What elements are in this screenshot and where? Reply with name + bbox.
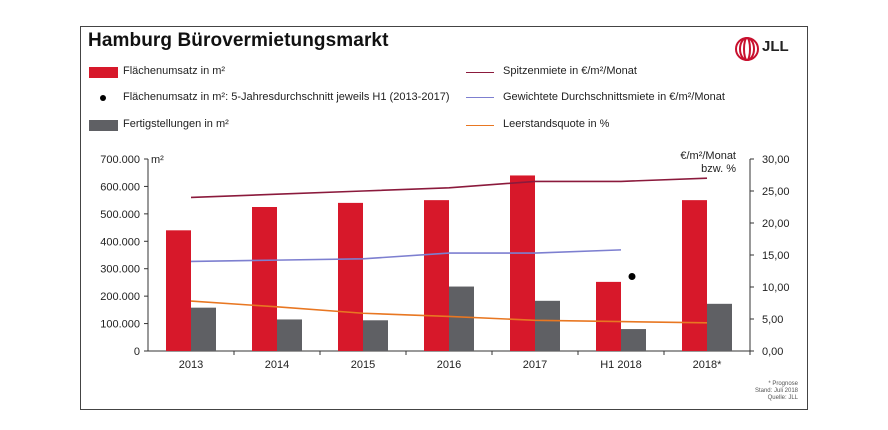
line-prime-rent [190, 177, 708, 199]
left-axis-tick-label: 100.000 [100, 319, 140, 331]
x-axis-tick-label: 2018* [693, 359, 722, 371]
left-axis-unit: m² [151, 154, 164, 166]
bar-completions [363, 320, 388, 351]
legend-swatch-turnover [89, 67, 118, 78]
line-vacancy [190, 300, 708, 324]
bar-completions [535, 300, 560, 351]
average-point [628, 273, 636, 281]
left-axis-tick-label: 200.000 [100, 291, 140, 303]
bar-turnover [252, 207, 277, 351]
bar-completions [277, 319, 302, 351]
bar-turnover [424, 200, 449, 351]
right-axis-unit-line1: €/m²/Monat [680, 150, 736, 162]
right-axis-tick-label: 20,00 [762, 218, 790, 230]
bar-turnover [682, 200, 707, 351]
legend-label-vacancy: Leerstandsquote in % [503, 118, 610, 130]
bar-turnover [338, 202, 363, 351]
legend-label-weighted-rent: Gewichtete Durchschnittsmiete in €/m²/Mo… [503, 91, 725, 103]
jll-logo-icon [735, 37, 759, 61]
legend-label-average: Flächenumsatz in m²: 5-Jahresdurchschnit… [123, 91, 450, 103]
legend-swatch-vacancy [466, 125, 494, 126]
chart-title: Hamburg Bürovermietungsmarkt [88, 30, 389, 51]
bar-completions [707, 303, 732, 351]
bar-completions [621, 329, 646, 351]
legend-label-turnover: Flächenumsatz in m² [123, 65, 226, 77]
right-axis-tick-label: 10,00 [762, 282, 790, 294]
x-axis-tick-label: 2016 [437, 359, 461, 371]
right-axis-unit-line2: bzw. % [701, 163, 736, 175]
x-axis-tick-label: 2017 [523, 359, 547, 371]
note-source: Quelle: JLL [767, 395, 798, 401]
left-axis-tick-label: 700.000 [100, 154, 140, 166]
bar-completions [449, 286, 474, 351]
left-axis-tick-label: 300.000 [100, 264, 140, 276]
right-axis-tick-label: 25,00 [762, 186, 790, 198]
left-axis-tick-label: 500.000 [100, 209, 140, 221]
left-axis-tick-label: 400.000 [100, 236, 140, 248]
legend-swatch-completions [89, 120, 118, 131]
legend-swatch-average-dot [100, 95, 106, 101]
line-weighted-rent [190, 249, 622, 263]
left-axis-tick-label: 600.000 [100, 181, 140, 193]
bar-turnover [596, 281, 621, 351]
bar-turnover [510, 175, 535, 351]
x-axis-tick-label: 2013 [179, 359, 203, 371]
legend-label-prime-rent: Spitzenmiete in €/m²/Monat [503, 65, 637, 77]
left-axis-tick-label: 0 [134, 346, 140, 358]
note-date: Stand: Juli 2018 [754, 388, 798, 394]
legend-label-completions: Fertigstellungen in m² [123, 118, 229, 130]
bar-turnover [166, 230, 191, 351]
x-axis-tick-label: 2014 [265, 359, 289, 371]
x-axis-tick-label: H1 2018 [600, 359, 642, 371]
note-forecast: * Prognose [768, 381, 798, 387]
logo-text: JLL [762, 38, 789, 55]
x-axis-tick-label: 2015 [351, 359, 375, 371]
legend-swatch-weighted-rent [466, 97, 494, 98]
legend-swatch-prime-rent [466, 72, 494, 73]
bar-completions [191, 307, 216, 351]
right-axis-tick-label: 5,00 [762, 314, 783, 326]
right-axis-tick-label: 30,00 [762, 154, 790, 166]
right-axis-tick-label: 15,00 [762, 250, 790, 262]
right-axis-tick-label: 0,00 [762, 346, 783, 358]
